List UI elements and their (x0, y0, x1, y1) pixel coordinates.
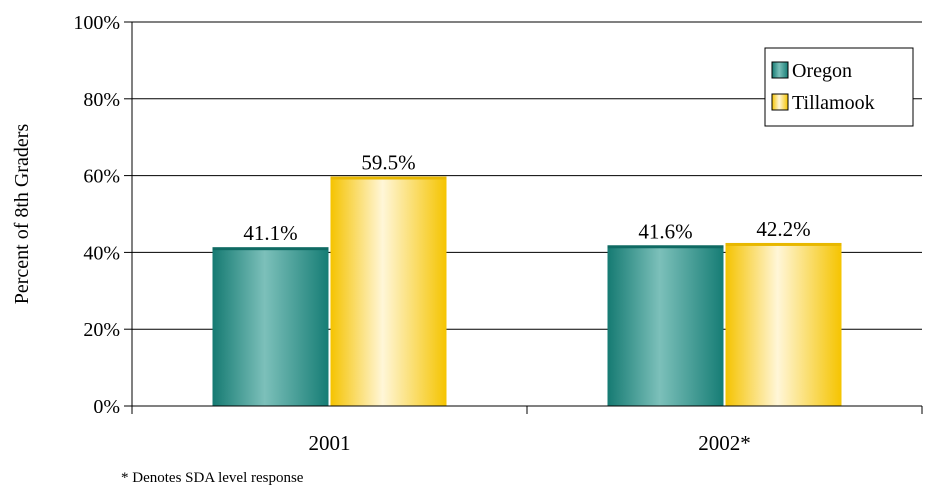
bar-tillamook (330, 177, 447, 406)
data-label: 59.5% (361, 151, 415, 175)
y-tick-label: 20% (83, 319, 120, 341)
y-tick-label: 100% (73, 12, 120, 34)
y-tick-label: 0% (93, 396, 120, 418)
bar-top-edge (212, 247, 329, 251)
bar-top-edge (607, 245, 724, 249)
x-tick-label: 2001 (309, 431, 351, 455)
bars (212, 176, 842, 406)
y-tick-label: 80% (83, 89, 120, 111)
legend-label: Tillamook (792, 92, 875, 114)
legend-box (764, 47, 914, 127)
data-label: 41.6% (638, 219, 692, 243)
y-tick-label: 60% (83, 166, 120, 188)
y-axis-title: Percent of 8th Graders (11, 124, 33, 305)
legend-label: Oregon (792, 60, 852, 82)
bar-top-edge (330, 176, 447, 180)
labels: 0% 20% 40% 60% 80% 100% 2001 2002* 41.1% 41.6% 59.… (73, 12, 810, 455)
bar-tillamook (725, 243, 842, 406)
x-tick-label: 2002* (698, 431, 751, 455)
legend-swatch-tillamook (771, 93, 789, 111)
y-tick-label: 40% (83, 242, 120, 264)
bar-oregon (212, 248, 329, 406)
footnote: * Denotes SDA level response (121, 470, 304, 486)
bar-top-edge (725, 242, 842, 246)
data-label: 42.2% (756, 217, 810, 241)
legend-swatch-oregon (771, 61, 789, 79)
axes (124, 21, 923, 414)
legend: Oregon Tillamook (764, 47, 914, 127)
bar-oregon (607, 246, 724, 406)
data-label: 41.1% (243, 221, 297, 245)
